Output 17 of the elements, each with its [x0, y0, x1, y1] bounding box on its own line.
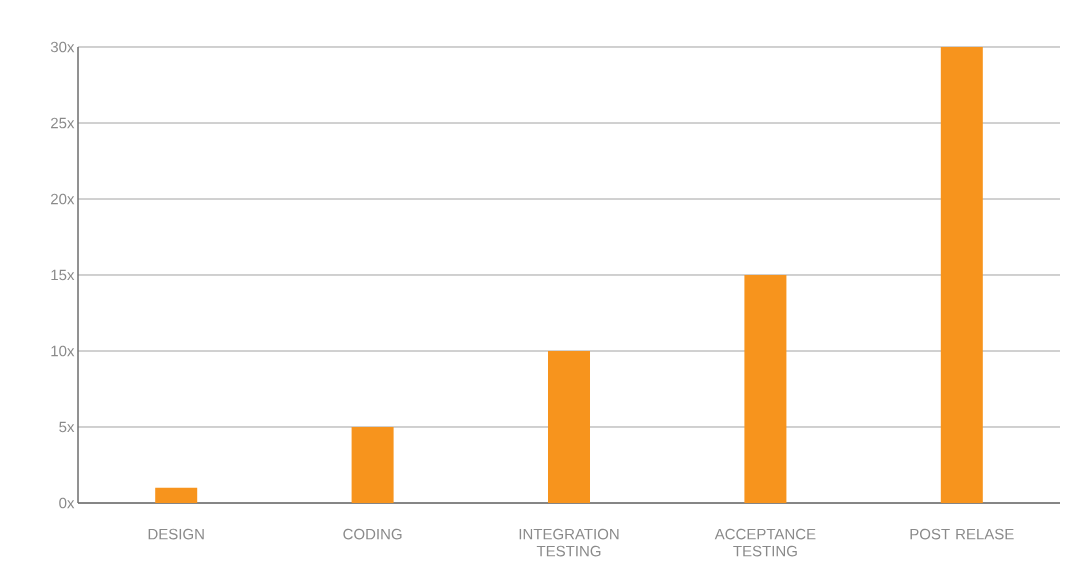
y-tick-label: 25x: [51, 117, 75, 129]
bar: [155, 487, 198, 503]
x-tick-label: POST RELASE: [910, 528, 1014, 540]
x-tick-label: DESIGN: [148, 528, 204, 540]
y-tick-label: 30x: [50, 41, 75, 53]
y-tick-label: 20x: [51, 193, 75, 205]
y-tick-label: 5x: [59, 421, 75, 433]
x-tick-label: ACCEPTANCE TESTING: [714, 528, 816, 557]
y-tick-label: 0x: [59, 497, 75, 509]
x-tick-label: CODING: [343, 528, 402, 540]
bar: [351, 427, 394, 503]
bar: [940, 47, 983, 503]
y-tick-label: 10x: [51, 345, 75, 357]
y-tick-label: 15x: [51, 269, 75, 281]
x-tick-label: INTEGRATION TESTING: [519, 528, 619, 557]
bar: [548, 351, 591, 503]
bar: [744, 275, 787, 503]
